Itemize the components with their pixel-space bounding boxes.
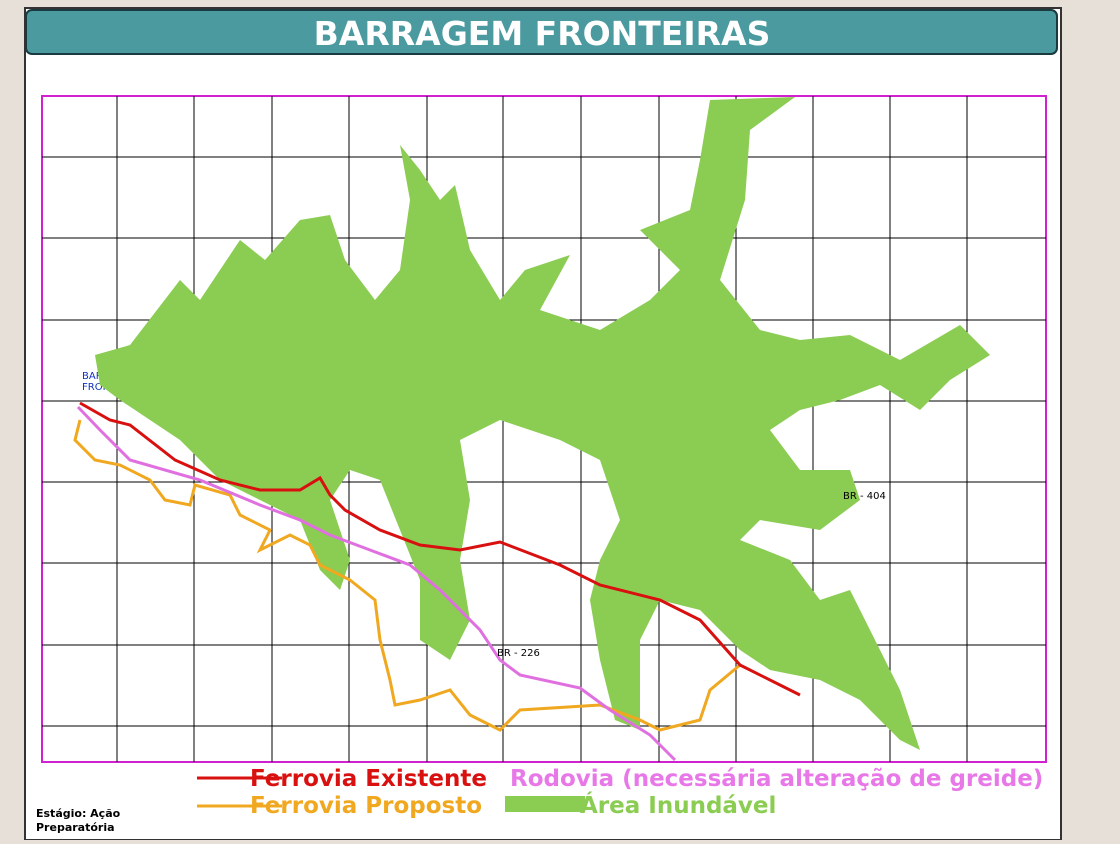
map: BARRAGEM FRONTEIRAS BR - 404 BR - 226 bbox=[41, 95, 1047, 763]
legend-label: Ferrovia Existente bbox=[250, 766, 487, 792]
title-bar bbox=[25, 9, 1058, 55]
road-label: BR - 404 bbox=[843, 491, 886, 502]
road-label: BR - 226 bbox=[497, 648, 540, 659]
legend-swatch bbox=[505, 796, 585, 812]
existing-railway bbox=[79, 401, 801, 697]
stage-label: Preparatória bbox=[36, 821, 115, 834]
proposed-railway bbox=[73, 419, 741, 732]
legend-label: Ferrovia Proposto bbox=[250, 793, 482, 819]
title: BARRAGEM FRONTEIRAS bbox=[314, 14, 771, 53]
legend: Ferrovia Existente Rodovia (necessária a… bbox=[197, 766, 1043, 819]
legend-label: Área Inundável bbox=[580, 791, 776, 819]
highway bbox=[76, 405, 677, 762]
grid bbox=[42, 96, 1046, 762]
stage-label: Estágio: Ação bbox=[36, 807, 121, 820]
flooded-area bbox=[95, 97, 990, 750]
legend-label: Rodovia (necessária alteração de greide) bbox=[510, 766, 1043, 792]
